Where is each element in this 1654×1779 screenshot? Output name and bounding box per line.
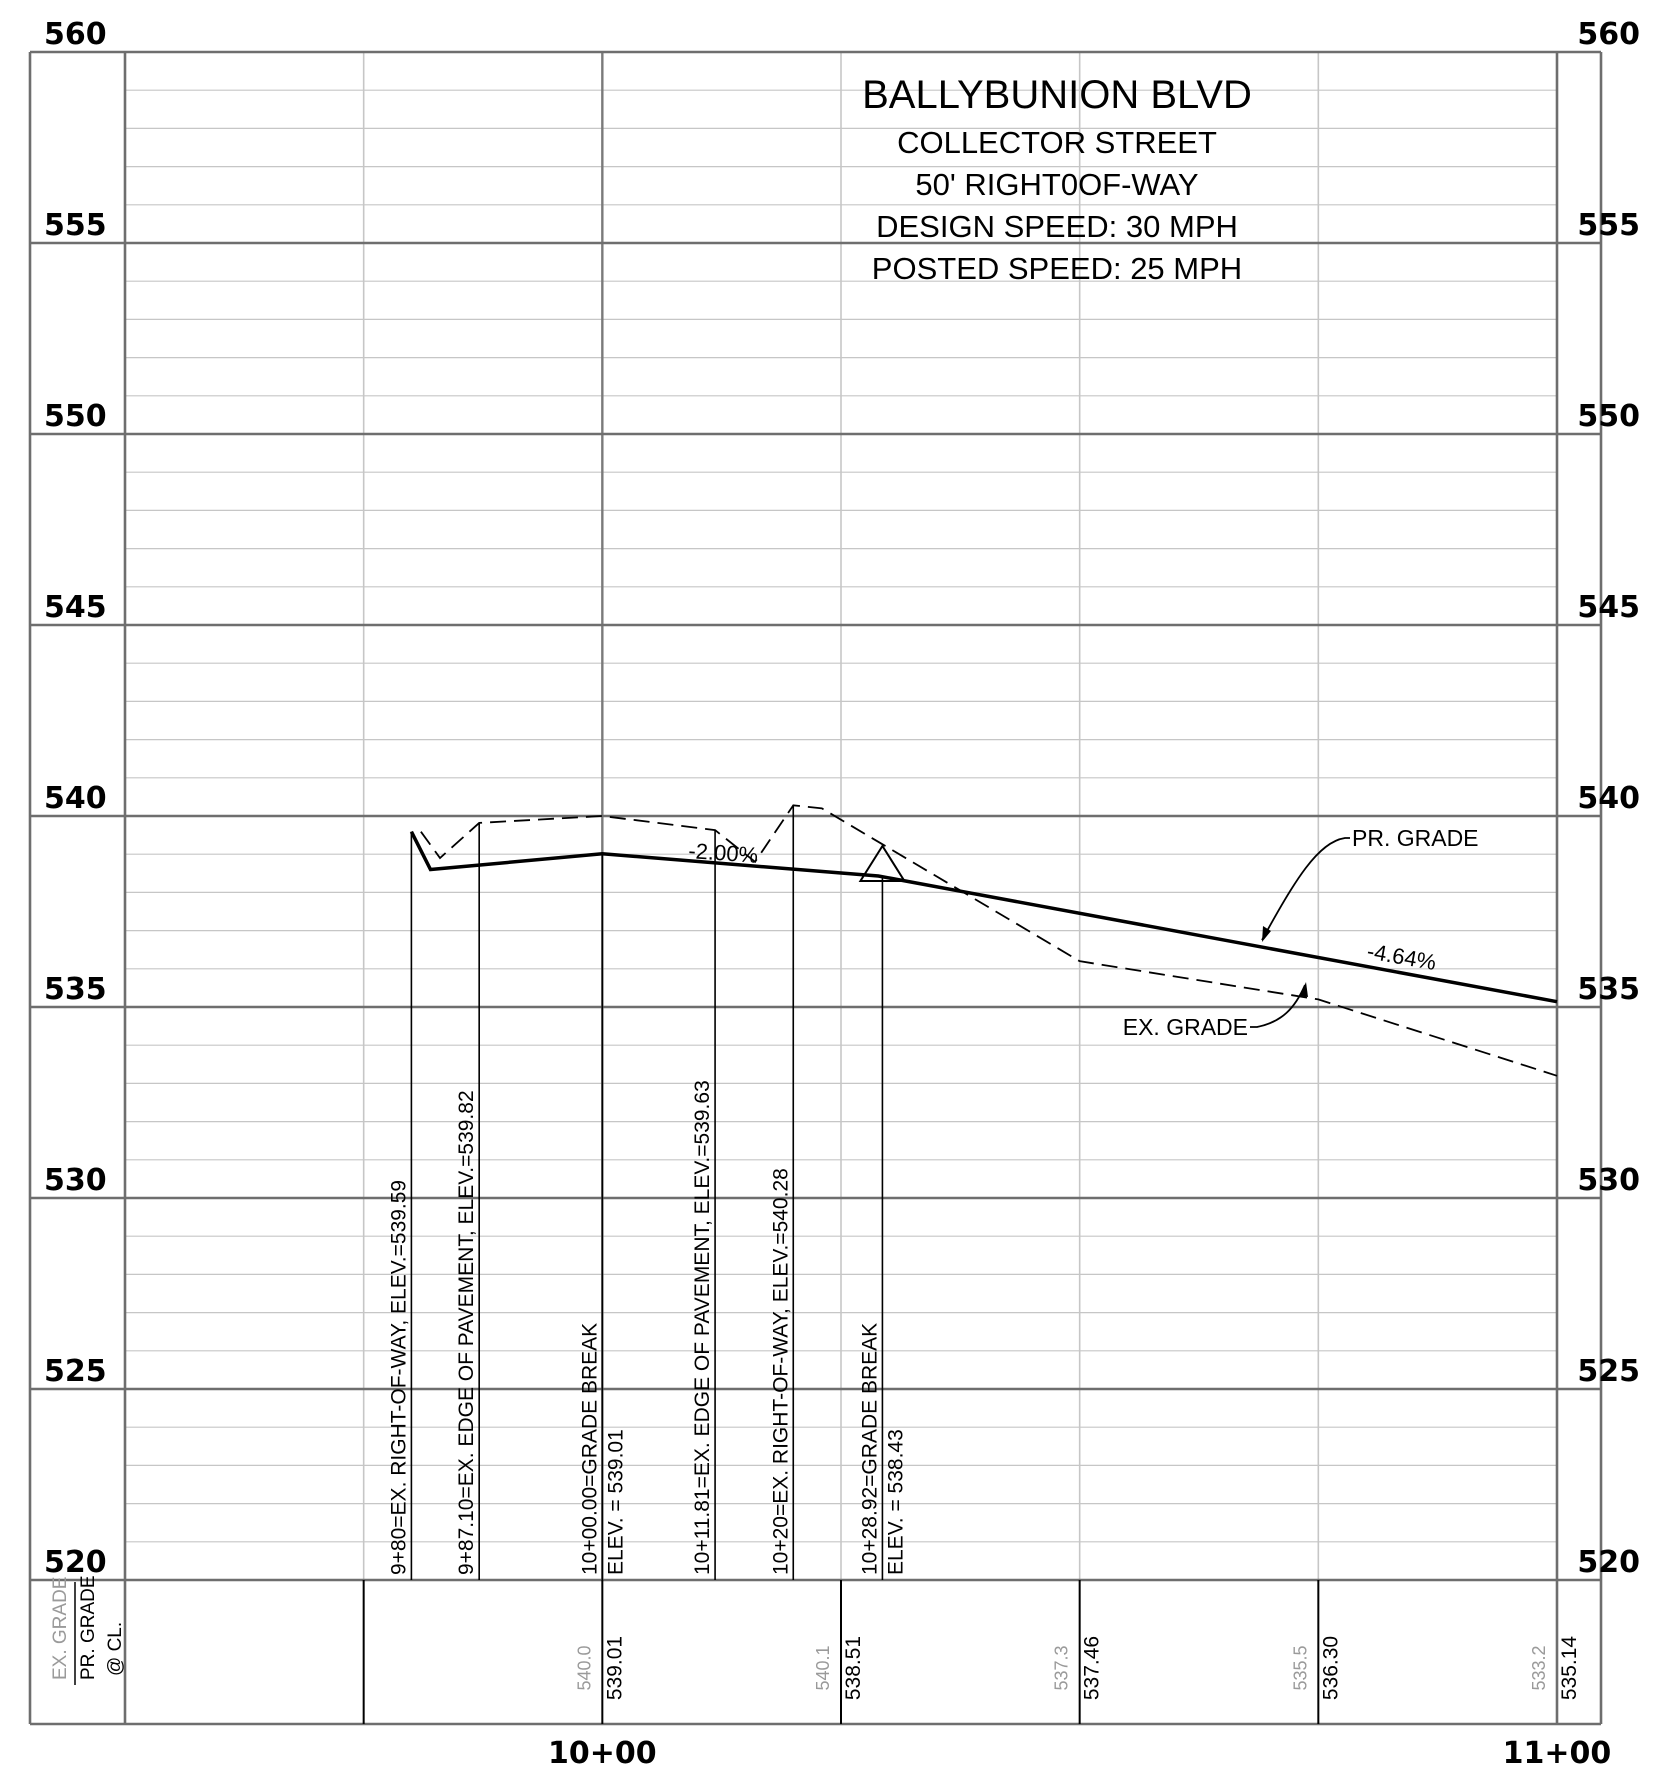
callout-text: ELEV. = 538.43 (884, 1429, 907, 1575)
table-header-loc: @ CL. (105, 1622, 126, 1676)
table-ex-value: 540.1 (813, 1645, 833, 1690)
pr-grade-callout: PR. GRADE (1261, 825, 1479, 942)
elevation-label-right: 550 (1577, 399, 1640, 434)
title-line-1: COLLECTOR STREET (897, 125, 1217, 160)
table-header-ex: EX. GRADE (50, 1577, 71, 1680)
elevation-label-left: 520 (44, 1545, 107, 1580)
callout-text: 10+20=EX. RIGHT-OF-WAY, ELEV.=540.28 (769, 1168, 792, 1575)
elevation-label-right: 535 (1577, 972, 1640, 1007)
table-pr-value: 539.01 (603, 1636, 626, 1700)
ex-grade-arrowhead (1300, 982, 1308, 997)
elevation-tick-labels: 560 560 555 555 550 550 545 545 540 540 535 535 530 5… (44, 17, 1640, 1580)
pr-grade-leader (1261, 837, 1350, 941)
table-pr-value: 537.46 (1081, 1636, 1104, 1700)
profile-grid (28, 50, 1603, 1726)
pr-grade-arrowhead (1262, 926, 1271, 942)
elevation-label-right: 560 (1577, 17, 1640, 52)
grade-break-triangle (858, 844, 907, 882)
title-line-3: DESIGN SPEED: 30 MPH (876, 209, 1238, 244)
triangle-marker (858, 844, 907, 882)
table-pr-value: 536.30 (1319, 1636, 1342, 1700)
elevation-label-left: 525 (44, 1354, 107, 1389)
ex-grade-leader (1250, 984, 1306, 1028)
station-label: 10+00 (548, 1736, 657, 1771)
elevation-label-left: 540 (44, 781, 107, 816)
callout-text: 10+28.92=GRADE BREAK (858, 1323, 881, 1575)
pr-grade-label: PR. GRADE (1352, 825, 1479, 851)
table-pr-value: 538.51 (842, 1636, 865, 1700)
elevation-label-left: 550 (44, 399, 107, 434)
existing-grade-line (420, 804, 1558, 1077)
elevation-label-right: 540 (1577, 781, 1640, 816)
table-ex-value: 537.3 (1052, 1645, 1072, 1690)
road-title: BALLYBUNION BLVD (862, 73, 1252, 117)
slope-label-1: -2.00% (688, 838, 759, 868)
ex-grade-callout: EX. GRADE (1123, 982, 1308, 1040)
elevation-table: EX. GRADE PR. GRADE @ CL. 540.0 539.01 540… (50, 1575, 1581, 1700)
table-header-pr: PR. GRADE (78, 1575, 99, 1680)
station-label: 11+00 (1503, 1736, 1612, 1771)
elevation-label-left: 535 (44, 972, 107, 1007)
station-tick-labels: 10+00 11+00 (548, 1736, 1611, 1771)
station-callouts: 9+80=EX. RIGHT-OF-WAY, ELEV.=539.59 9+87.… (387, 805, 907, 1580)
elevation-label-right: 545 (1577, 590, 1640, 625)
callout-text: ELEV. = 539.01 (604, 1429, 627, 1575)
ex-grade-label: EX. GRADE (1123, 1014, 1248, 1040)
table-ex-value: 533.2 (1529, 1645, 1549, 1690)
callout-text: 9+80=EX. RIGHT-OF-WAY, ELEV.=539.59 (387, 1180, 410, 1575)
elevation-label-right: 555 (1577, 208, 1640, 243)
proposed-grade-line (409, 830, 1558, 1004)
table-pr-value: 535.14 (1558, 1636, 1581, 1701)
table-ex-value: 540.0 (574, 1645, 594, 1690)
elevation-label-left: 555 (44, 208, 107, 243)
title-line-4: POSTED SPEED: 25 MPH (872, 251, 1242, 286)
elevation-label-left: 545 (44, 590, 107, 625)
elevation-label-left: 560 (44, 17, 107, 52)
elevation-label-left: 530 (44, 1163, 107, 1198)
title-block: BALLYBUNION BLVD COLLECTOR STREET 50' RI… (862, 73, 1252, 286)
callout-text: 10+00.00=GRADE BREAK (578, 1323, 601, 1575)
elevation-label-right: 525 (1577, 1354, 1640, 1389)
callout-text: 9+87.10=EX. EDGE OF PAVEMENT, ELEV.=539.… (455, 1090, 478, 1575)
table-rows: 540.0 539.01 540.1 538.51 537.3 537.46 535.5 53… (574, 1636, 1581, 1701)
title-line-2: 50' RIGHT0OF-WAY (915, 167, 1198, 202)
elevation-label-right: 530 (1577, 1163, 1640, 1198)
table-ex-value: 535.5 (1290, 1645, 1310, 1690)
callout-text: 10+11.81=EX. EDGE OF PAVEMENT, ELEV.=539… (691, 1080, 714, 1575)
elevation-label-right: 520 (1577, 1545, 1640, 1580)
